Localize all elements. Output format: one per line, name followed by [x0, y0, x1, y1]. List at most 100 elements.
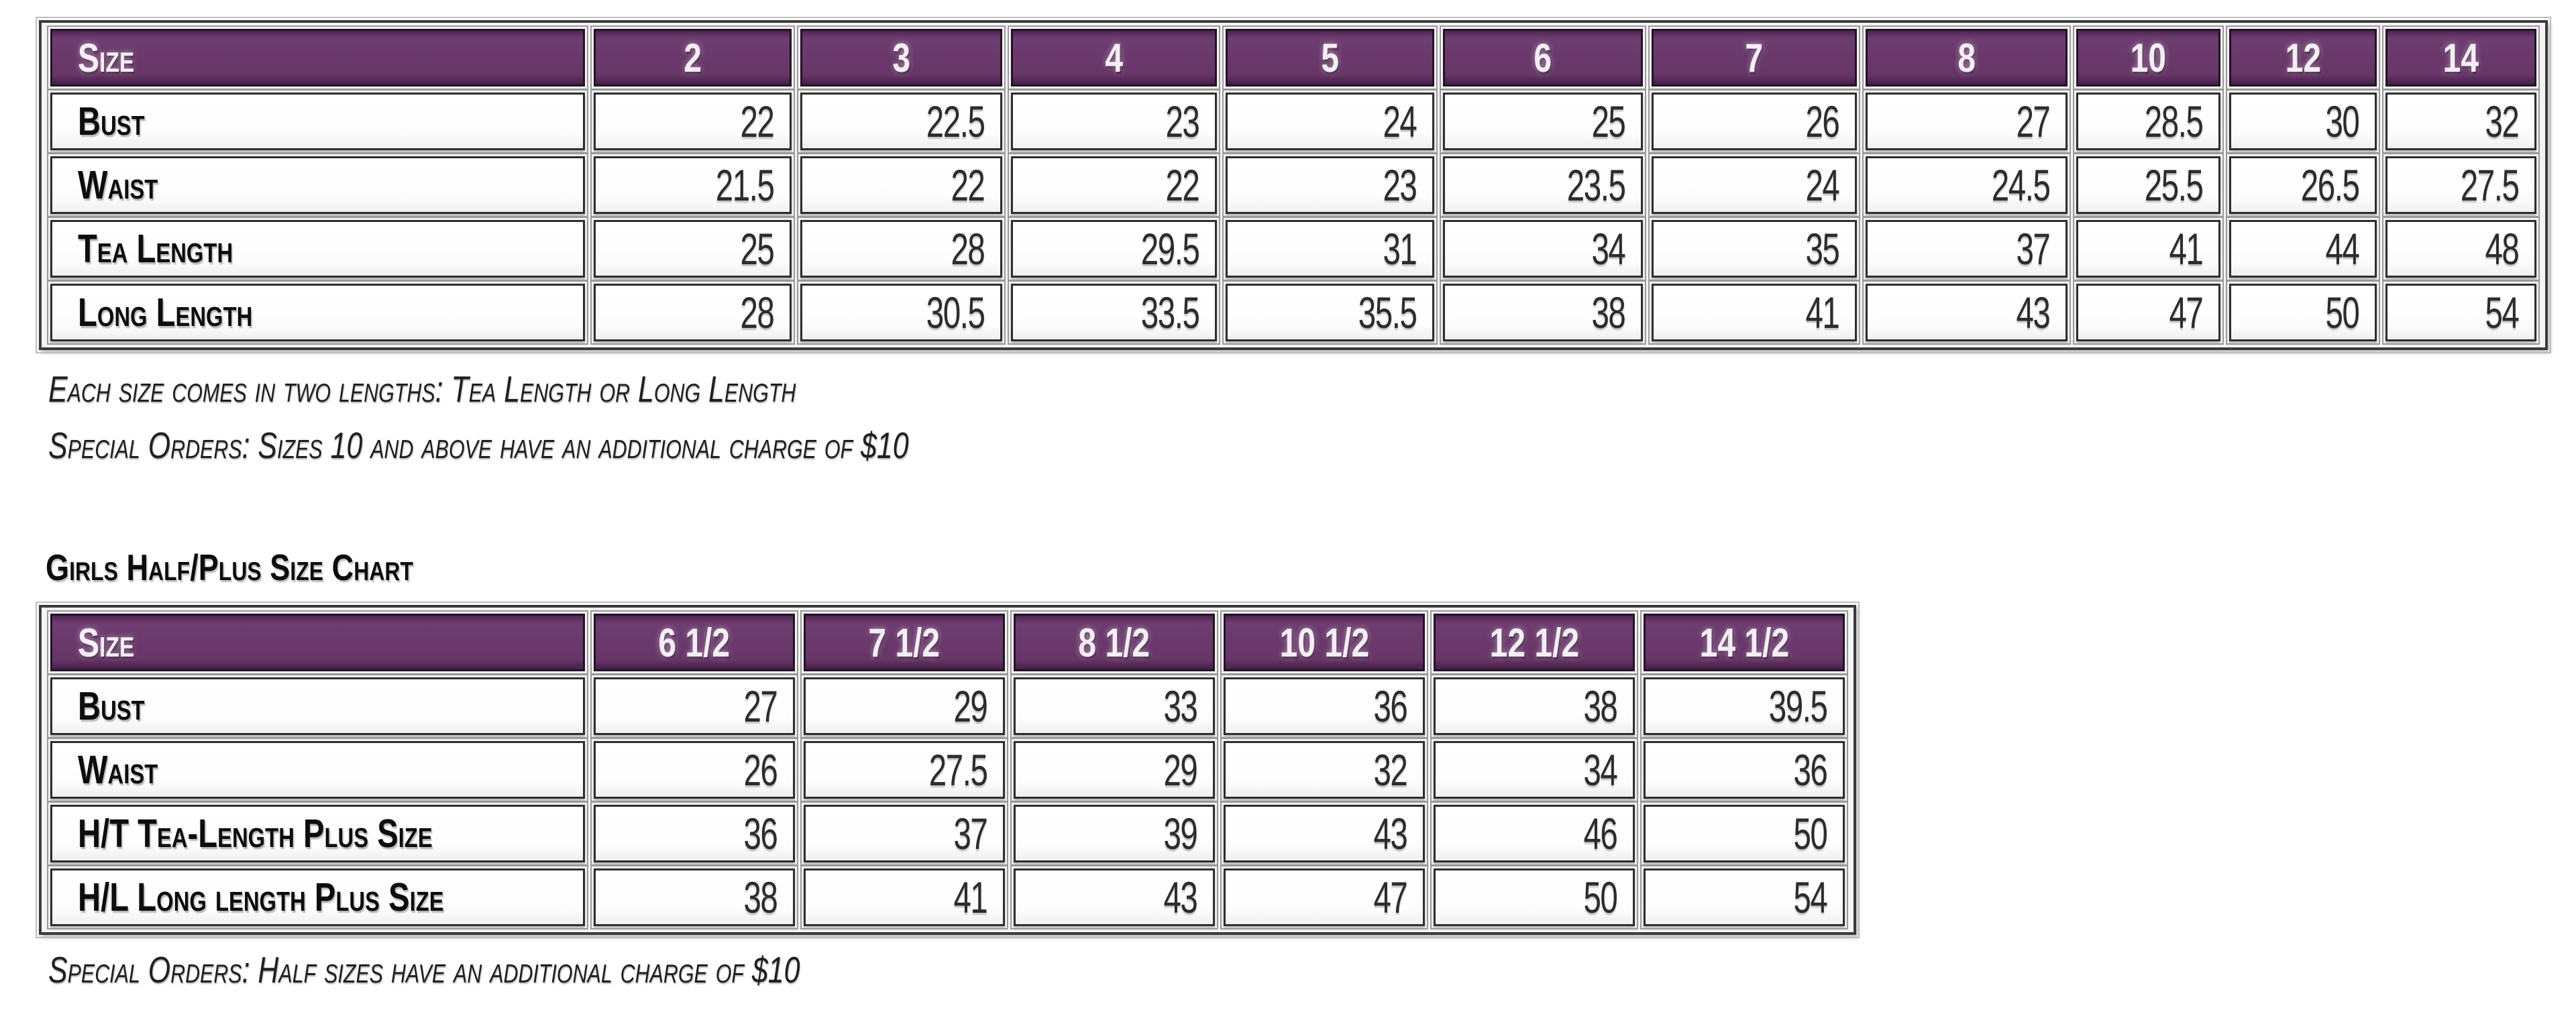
cell-value: 27.5 — [2460, 160, 2519, 210]
size-value: 14 1/2 — [1699, 620, 1789, 665]
cell-value: 39 — [1163, 809, 1197, 858]
row-label: Bust — [78, 684, 145, 728]
cell-value: 50 — [1793, 809, 1827, 858]
cell-value: 34 — [1583, 745, 1617, 795]
size-column-7: 7 — [1648, 25, 1860, 90]
size-column-2: 2 — [590, 25, 795, 90]
cell-value: 24.5 — [1991, 160, 2050, 210]
size-column-12: 12 — [2226, 25, 2380, 90]
cell-value: 22.5 — [926, 97, 985, 146]
measurement-cell: 54 — [2382, 280, 2540, 345]
cell-value: 29 — [953, 681, 987, 731]
header-row: Size 2 3 4 5 6 7 8 10 12 14 — [47, 25, 2540, 90]
cell-value: 23.5 — [1566, 160, 1625, 210]
half-plus-chart-title: Girls Half/Plus Size Chart — [46, 546, 2549, 589]
size-value: 10 1/2 — [1279, 620, 1369, 665]
measurement-cell: 38 — [1430, 674, 1638, 738]
size-column-12-half: 12 1/2 — [1430, 610, 1638, 675]
measurement-cell: 25.5 — [2073, 153, 2224, 217]
size-column-10-half: 10 1/2 — [1220, 610, 1428, 675]
cell-value: 28 — [951, 224, 985, 274]
measurement-cell: 24 — [1222, 89, 1438, 154]
size-value: 10 — [2130, 35, 2167, 80]
size-chart-document: Size 2 3 4 5 6 7 8 10 12 14 Bust 22 22.5… — [36, 17, 2551, 991]
measurement-cell: 41 — [800, 865, 1008, 929]
cell-value: 44 — [2325, 224, 2359, 274]
measurement-cell: 21.5 — [590, 153, 795, 217]
measurement-cell: 46 — [1430, 801, 1638, 866]
measurement-cell: 38 — [590, 865, 798, 929]
cell-value: 38 — [1591, 288, 1625, 337]
cell-value: 22 — [951, 160, 985, 210]
note-text: Each size comes in two lengths: Tea Leng… — [48, 368, 796, 410]
ht-tea-length-plus-row: H/T Tea-Length Plus Size 36 37 39 43 46 … — [47, 801, 1848, 866]
cell-value: 48 — [2485, 224, 2519, 274]
waist-row: Waist 21.5 22 22 23 23.5 24 24.5 25.5 26… — [47, 153, 2540, 217]
measurement-cell: 28 — [590, 280, 795, 345]
note-special-orders-half-sizes: Special Orders: Half sizes have an addit… — [48, 948, 2549, 991]
measurement-cell: 36 — [1220, 674, 1428, 738]
measurement-cell: 23 — [1008, 89, 1220, 154]
measurement-cell: 36 — [590, 801, 798, 866]
tea-length-row: Tea Length 25 28 29.5 31 34 35 37 41 44 … — [47, 217, 2540, 281]
cell-value: 36 — [743, 809, 777, 858]
cell-value: 37 — [2016, 224, 2050, 274]
cell-value: 38 — [743, 872, 777, 922]
cell-value: 26 — [1805, 97, 1839, 146]
size-column-4: 4 — [1008, 25, 1220, 90]
hl-long-length-plus-row: H/L Long length Plus Size 38 41 43 47 50… — [47, 865, 1848, 929]
measurement-cell: 22 — [590, 89, 795, 154]
size-value: 7 1/2 — [868, 620, 941, 665]
size-header-cell: Size — [47, 25, 588, 90]
measurement-cell: 34 — [1440, 217, 1646, 281]
measurement-cell: 39.5 — [1640, 674, 1848, 738]
cell-value: 25 — [1591, 97, 1625, 146]
cell-value: 43 — [1163, 872, 1197, 922]
size-column-8: 8 — [1862, 25, 2071, 90]
cell-value: 26 — [743, 745, 777, 795]
measurement-cell: 25 — [1440, 89, 1646, 154]
measurement-cell: 50 — [1430, 865, 1638, 929]
cell-value: 29.5 — [1140, 224, 1199, 274]
size-value: 7 — [1745, 35, 1764, 80]
row-label-cell: H/T Tea-Length Plus Size — [47, 801, 588, 866]
size-value: 5 — [1321, 35, 1339, 80]
size-column-5: 5 — [1222, 25, 1438, 90]
long-length-row: Long Length 28 30.5 33.5 35.5 38 41 43 4… — [47, 280, 2540, 345]
size-value: 12 1/2 — [1489, 620, 1579, 665]
cell-value: 27 — [2016, 97, 2050, 146]
size-value: 4 — [1105, 35, 1123, 80]
cell-value: 29 — [1163, 745, 1197, 795]
bust-row: Bust 22 22.5 23 24 25 26 27 28.5 30 32 — [47, 89, 2540, 154]
size-column-7-half: 7 1/2 — [800, 610, 1008, 675]
size-value: 12 — [2285, 35, 2321, 80]
girls-size-chart-table: Size 2 3 4 5 6 7 8 10 12 14 Bust 22 22.5… — [36, 17, 2551, 353]
measurement-cell: 25 — [590, 217, 795, 281]
cell-value: 23 — [1383, 160, 1417, 210]
cell-value: 46 — [1583, 809, 1617, 858]
cell-value: 54 — [1793, 872, 1827, 922]
row-label: Waist — [78, 163, 158, 207]
size-column-10: 10 — [2073, 25, 2224, 90]
cell-value: 43 — [2016, 288, 2050, 337]
measurement-cell: 34 — [1430, 738, 1638, 802]
measurement-cell: 50 — [1640, 801, 1848, 866]
measurement-cell: 28.5 — [2073, 89, 2224, 154]
size-value: 6 — [1534, 35, 1552, 80]
note-text: Special Orders: Half sizes have an addit… — [48, 949, 800, 991]
cell-value: 27.5 — [928, 745, 987, 795]
note-special-orders-sizes: Special Orders: Sizes 10 and above have … — [48, 424, 2549, 467]
girls-half-plus-size-chart-table: Size 6 1/2 7 1/2 8 1/2 10 1/2 12 1/2 14 … — [36, 602, 1860, 938]
size-value: 8 1/2 — [1078, 620, 1150, 665]
size-value: 14 — [2443, 35, 2479, 80]
cell-value: 24 — [1383, 97, 1417, 146]
measurement-cell: 24 — [1648, 153, 1860, 217]
measurement-cell: 27 — [590, 674, 798, 738]
row-label-cell: Tea Length — [47, 217, 588, 281]
measurement-cell: 38 — [1440, 280, 1646, 345]
row-label-cell: Long Length — [47, 280, 588, 345]
measurement-cell: 36 — [1640, 738, 1848, 802]
cell-value: 24 — [1805, 160, 1839, 210]
measurement-cell: 30.5 — [797, 280, 1006, 345]
cell-value: 32 — [2485, 97, 2519, 146]
